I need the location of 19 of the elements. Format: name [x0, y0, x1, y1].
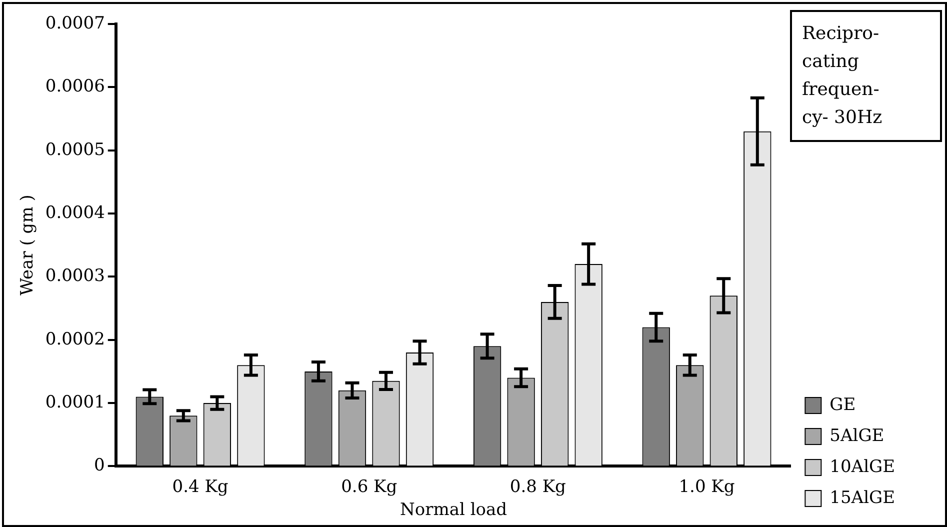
y-tick-label: 0 [94, 456, 105, 476]
x-tick-label: 0.4 Kg [172, 476, 228, 497]
y-tick-label: 0.0005 [45, 140, 105, 160]
y-tick-label: 0.0002 [45, 329, 105, 350]
legend-label: GE [830, 394, 856, 415]
x-tick-label: 1.0 Kg [678, 476, 735, 497]
y-tick-label: 0.0006 [45, 76, 105, 97]
y-axis-title: Wear ( gm ) [18, 194, 38, 296]
legend-label: 10AlGE [830, 456, 896, 477]
y-tick-label: 0.0001 [45, 392, 105, 412]
y-tick-label: 0.0007 [45, 13, 105, 34]
text: Recipro- cating frequen- cy- 30Hz [790, 10, 942, 142]
legend-label: 15AlGE [830, 488, 896, 508]
legend-label: 5AlGE [830, 426, 884, 446]
x-tick-label: 0.8 Kg [510, 476, 566, 497]
x-tick-label: 0.6 Kg [341, 476, 398, 497]
y-tick-label: 0.0003 [45, 266, 105, 286]
y-tick-label: 0.0004 [45, 202, 105, 223]
x-axis-title: Normal load [400, 500, 508, 520]
